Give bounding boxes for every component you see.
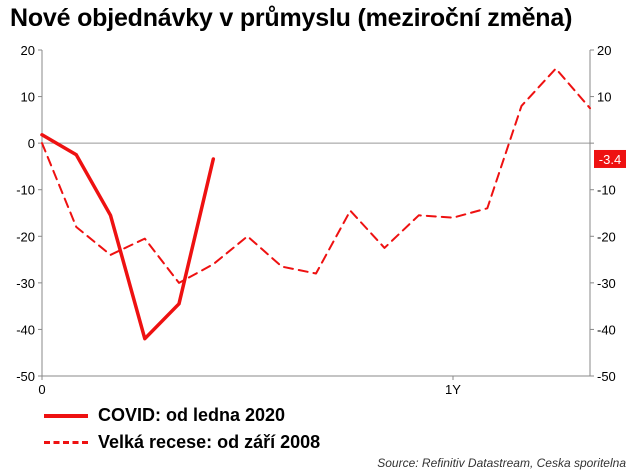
value-markers: -3.4 bbox=[594, 149, 626, 168]
y-tick-label-right: -40 bbox=[597, 322, 616, 337]
y-tick-label-left: 10 bbox=[21, 90, 35, 105]
last-value-badge bbox=[594, 149, 626, 168]
legend-label-great-recession: Velká recese: od září 2008 bbox=[98, 432, 321, 452]
y-tick-label-right: 20 bbox=[597, 43, 611, 58]
legend: COVID: od ledna 2020 Velká recese: od zá… bbox=[44, 402, 320, 456]
series-line-great-recession bbox=[41, 67, 591, 284]
legend-swatch-dashed bbox=[44, 441, 88, 444]
y-tick-label-left: -10 bbox=[16, 183, 35, 198]
x-tick-label: 1Y bbox=[445, 382, 461, 397]
y-tick-label-right: 10 bbox=[597, 90, 611, 105]
chart-title: Nové objednávky v průmyslu (meziroční zm… bbox=[10, 4, 573, 32]
last-value-label: -3.4 bbox=[599, 152, 621, 167]
series-lines bbox=[40, 67, 591, 341]
y-tick-label-right: -50 bbox=[597, 369, 616, 384]
y-tick-label-left: -40 bbox=[16, 322, 35, 337]
legend-item-great-recession: Velká recese: od září 2008 bbox=[44, 429, 320, 456]
source-note: Source: Refinitiv Datastream, Ceska spor… bbox=[377, 456, 626, 470]
y-tick-label-right: -20 bbox=[597, 229, 616, 244]
legend-item-covid: COVID: od ledna 2020 bbox=[44, 402, 320, 429]
y-tick-label-left: -50 bbox=[16, 369, 35, 384]
y-tick-label-right: -30 bbox=[597, 276, 616, 291]
y-tick-label-left: 0 bbox=[28, 136, 35, 151]
y-tick-label-left: -30 bbox=[16, 276, 35, 291]
y-tick-label-left: 20 bbox=[21, 43, 35, 58]
y-tick-label-left: -20 bbox=[16, 229, 35, 244]
y-tick-label-right: -10 bbox=[597, 183, 616, 198]
series-line-covid bbox=[40, 133, 216, 341]
legend-swatch-solid bbox=[44, 413, 88, 418]
x-tick-label: 0 bbox=[38, 382, 45, 397]
legend-label-covid: COVID: od ledna 2020 bbox=[98, 405, 286, 425]
